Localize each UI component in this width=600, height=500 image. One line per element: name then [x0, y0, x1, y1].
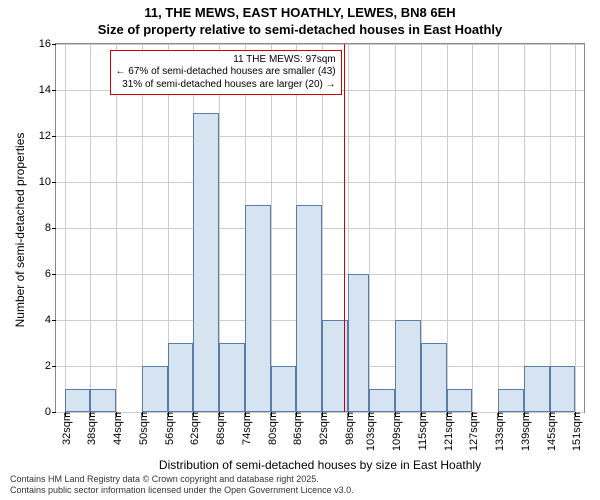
histogram-bar	[271, 366, 297, 412]
gridline-v	[498, 44, 499, 412]
histogram-bar	[395, 320, 421, 412]
histogram-bar	[65, 389, 91, 412]
histogram-bar	[193, 113, 219, 412]
gridline-h	[56, 182, 584, 183]
ytick-mark	[52, 366, 56, 367]
ytick-mark	[52, 412, 56, 413]
x-axis-label: Distribution of semi-detached houses by …	[55, 458, 585, 472]
xtick-label: 32sqm	[57, 412, 73, 445]
xtick-label: 139sqm	[516, 412, 532, 451]
annotation-line-3: 31% of semi-detached houses are larger (…	[116, 79, 336, 92]
histogram-bar	[168, 343, 194, 412]
gridline-v	[550, 44, 551, 412]
xtick-label: 62sqm	[185, 412, 201, 445]
gridline-v	[116, 44, 117, 412]
xtick-label: 121sqm	[439, 412, 455, 451]
histogram-bar	[296, 205, 322, 412]
ytick-mark	[52, 274, 56, 275]
ytick-mark	[52, 90, 56, 91]
gridline-v	[369, 44, 370, 412]
gridline-v	[142, 44, 143, 412]
ytick-mark	[52, 136, 56, 137]
annotation-box: 11 THE MEWS: 97sqm← 67% of semi-detached…	[110, 50, 342, 96]
ytick-mark	[52, 182, 56, 183]
gridline-h	[56, 44, 584, 45]
marker-line	[344, 44, 345, 412]
xtick-label: 98sqm	[340, 412, 356, 445]
annotation-line-1: 11 THE MEWS: 97sqm	[116, 54, 336, 67]
ytick-mark	[52, 320, 56, 321]
histogram-bar	[348, 274, 369, 412]
footer-line-2: Contains public sector information licen…	[10, 485, 354, 496]
gridline-v	[575, 44, 576, 412]
xtick-label: 145sqm	[542, 412, 558, 451]
xtick-label: 56sqm	[160, 412, 176, 445]
xtick-label: 68sqm	[211, 412, 227, 445]
xtick-label: 92sqm	[314, 412, 330, 445]
gridline-v	[472, 44, 473, 412]
histogram-bar	[369, 389, 395, 412]
ytick-mark	[52, 44, 56, 45]
title-line-1: 11, THE MEWS, EAST HOATHLY, LEWES, BN8 6…	[0, 5, 600, 22]
xtick-label: 38sqm	[82, 412, 98, 445]
plot-area: 024681012141632sqm38sqm44sqm50sqm56sqm62…	[55, 43, 585, 413]
histogram-bar	[142, 366, 168, 412]
xtick-label: 103sqm	[361, 412, 377, 451]
gridline-v	[90, 44, 91, 412]
footer-line-1: Contains HM Land Registry data © Crown c…	[10, 474, 354, 485]
chart-title: 11, THE MEWS, EAST HOATHLY, LEWES, BN8 6…	[0, 5, 600, 39]
y-axis-label: Number of semi-detached properties	[13, 45, 27, 415]
xtick-label: 127sqm	[464, 412, 480, 451]
xtick-label: 80sqm	[263, 412, 279, 445]
histogram-bar	[219, 343, 245, 412]
gridline-v	[65, 44, 66, 412]
ytick-mark	[52, 228, 56, 229]
gridline-h	[56, 136, 584, 137]
histogram-bar	[421, 343, 447, 412]
histogram-bar	[550, 366, 576, 412]
footer: Contains HM Land Registry data © Crown c…	[10, 474, 354, 496]
xtick-label: 86sqm	[288, 412, 304, 445]
histogram-bar	[524, 366, 550, 412]
histogram-bar	[447, 389, 473, 412]
plot-wrapper: Number of semi-detached properties 02468…	[55, 43, 585, 413]
xtick-label: 109sqm	[387, 412, 403, 451]
xtick-label: 151sqm	[567, 412, 583, 451]
histogram-bar	[90, 389, 116, 412]
xtick-label: 74sqm	[237, 412, 253, 445]
chart-container: 11, THE MEWS, EAST HOATHLY, LEWES, BN8 6…	[0, 5, 600, 500]
histogram-bar	[498, 389, 524, 412]
xtick-label: 44sqm	[108, 412, 124, 445]
title-line-2: Size of property relative to semi-detach…	[0, 22, 600, 39]
annotation-line-2: ← 67% of semi-detached houses are smalle…	[116, 66, 336, 79]
xtick-label: 50sqm	[134, 412, 150, 445]
histogram-bar	[245, 205, 271, 412]
gridline-v	[447, 44, 448, 412]
gridline-v	[524, 44, 525, 412]
xtick-label: 133sqm	[490, 412, 506, 451]
gridline-v	[271, 44, 272, 412]
xtick-label: 115sqm	[413, 412, 429, 450]
